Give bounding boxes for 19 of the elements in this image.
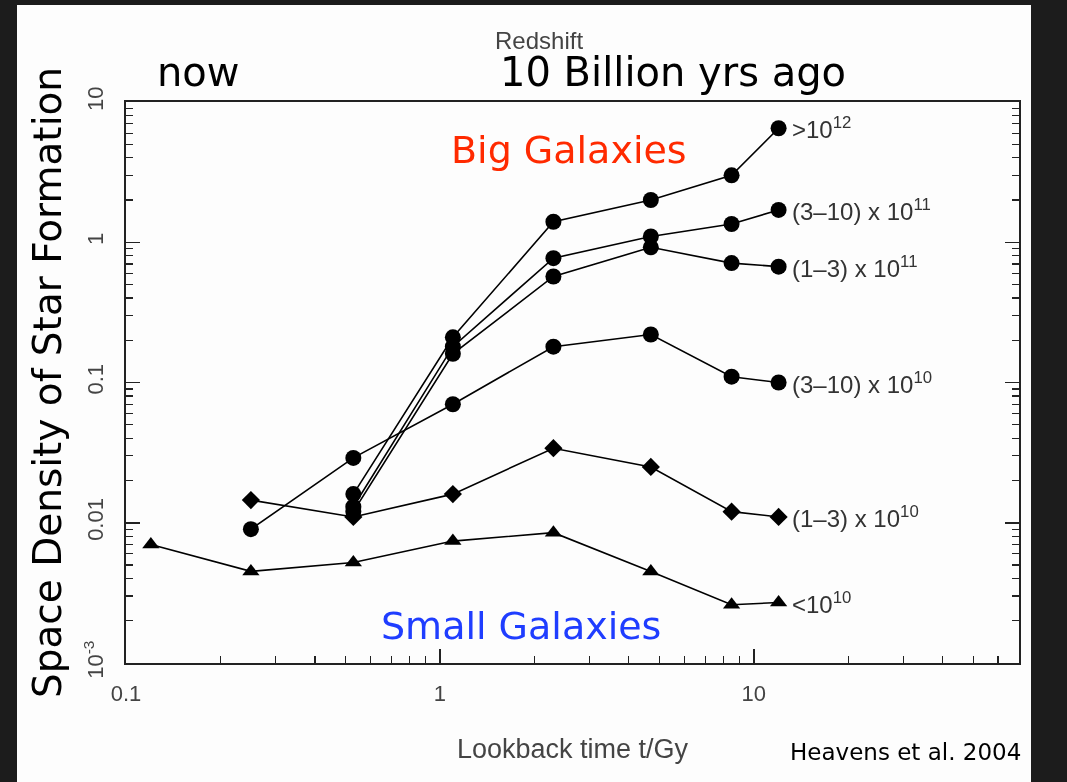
x-tick-label: 0.1 (110, 681, 142, 707)
series-label: <10$^{10}$ (792, 588, 852, 619)
series-label: (3–10) x 10$^{10}$ (792, 368, 933, 399)
y-axis-title: Space Density of Star Formation (25, 66, 71, 699)
x-tick-label: 10 (741, 681, 766, 707)
series-label: (3–10) x 10$^{11}$ (792, 195, 931, 226)
x-tick-label: 1 (433, 681, 446, 707)
annotation: Small Galaxies (381, 604, 662, 648)
text: now (157, 49, 240, 95)
annotation: Big Galaxies (451, 128, 687, 172)
y-tick-label: 10 (83, 86, 109, 111)
series-label: >10$^{12}$ (792, 113, 852, 144)
series-label: (1–3) x 10$^{11}$ (792, 252, 918, 283)
y-tick-label: 0.1 (83, 363, 109, 395)
series-label: (1–3) x 10$^{10}$ (792, 502, 919, 533)
y-tick-label: 0.01 (83, 498, 109, 541)
x-axis-title: Lookback time t/Gy (456, 734, 689, 765)
text: Heavens et al. 2004 (790, 739, 1022, 765)
y-tick-label: 1 (83, 232, 109, 246)
